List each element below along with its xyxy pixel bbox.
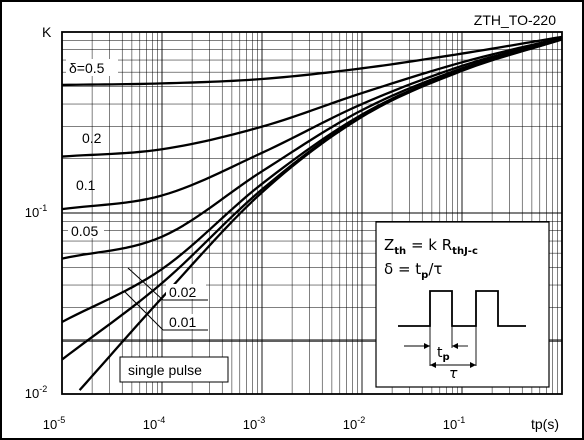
series-label-01: 0.1 [76, 177, 96, 193]
x-axis-label: tp(s) [531, 416, 559, 432]
chart-title: ZTH_TO-220 [474, 12, 556, 28]
series-label-02: 0.2 [82, 130, 102, 146]
formula-zth: Zth = k RthJ-c [384, 236, 478, 257]
series-line-2 [61, 37, 563, 211]
x-tick-label: 10-5 [43, 415, 65, 432]
tp-dimension-label: tp [437, 345, 450, 363]
callout-leader-001 [123, 290, 164, 331]
series-label-001: 0.01 [169, 314, 196, 330]
y-tick-label: 10-1 [25, 203, 47, 220]
y-axis-label: K [42, 24, 52, 40]
label-bg-001 [166, 314, 206, 329]
series-label-005: 0.05 [71, 223, 98, 239]
tp-arrowhead-right [452, 343, 458, 349]
formula-delta: δ = tp/τ [384, 260, 442, 281]
single-pulse-box [119, 356, 229, 383]
x-axis-label-group: tp(s) [531, 416, 559, 432]
series-label-single-pulse: single pulse [128, 362, 202, 378]
tau-arrowhead-right [470, 362, 476, 368]
inset-box [375, 221, 550, 388]
tau-arrowhead-left [430, 362, 436, 368]
x-tick-label: 10-3 [243, 415, 265, 432]
label-bg-002 [166, 284, 206, 299]
pulse-waveform [398, 290, 526, 327]
series-line-0 [61, 35, 563, 87]
tp-arrowhead-left [424, 343, 430, 349]
series-line-6 [78, 38, 563, 391]
label-bg-005 [68, 222, 104, 238]
series-labels: δ=0.5 0.2 0.1 0.05 0.02 0.01 single puls… [66, 59, 229, 383]
x-tick-label: 10-2 [343, 415, 365, 432]
y-tick-label: 10-2 [25, 384, 47, 401]
label-bg-05 [66, 59, 118, 76]
x-tick-label: 10-1 [443, 415, 465, 432]
tau-dimension-label: τ [449, 366, 458, 382]
x-tick-label: 10-4 [143, 415, 165, 432]
formula-inset: Zth = k RthJ-c δ = tp/τ tp τ [375, 221, 550, 388]
plot-frame [61, 31, 563, 395]
callout-leader-002 [127, 267, 164, 301]
series-label-002: 0.02 [169, 284, 196, 300]
tick-labels: 10-5 10-4 10-3 10-2 10-1 10-1 10-2 [25, 203, 465, 432]
series-line-1 [61, 36, 563, 158]
grid [62, 32, 562, 394]
series-label-05: δ=0.5 [69, 60, 105, 76]
